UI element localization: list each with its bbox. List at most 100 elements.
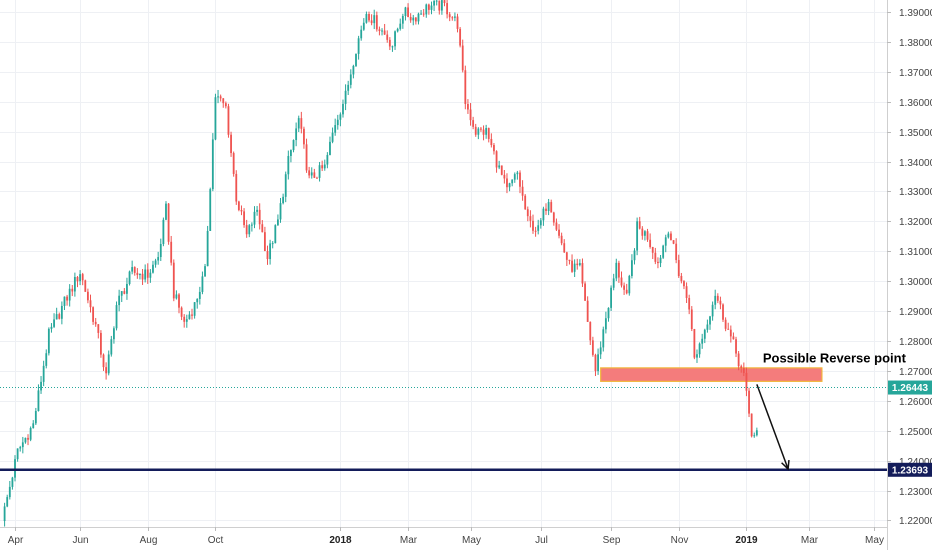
candle-body	[446, 3, 449, 15]
x-axis[interactable]: Apr Jun Aug Oct 2018 Mar May Jul Sep Nov 2019 Mar Ma…	[8, 527, 884, 546]
candle-body	[485, 128, 488, 135]
candle-body	[303, 128, 305, 145]
y-tick-label: 1.24000	[899, 457, 932, 468]
candle-body	[521, 186, 524, 196]
candle-body	[391, 46, 394, 48]
candle-body	[24, 437, 27, 443]
x-tick-label: Mar	[801, 535, 819, 546]
x-tick-label: Aug	[140, 535, 158, 546]
candle-body	[599, 347, 602, 355]
candle-body	[42, 365, 45, 382]
candle-body	[722, 304, 724, 320]
candle-body	[727, 328, 730, 330]
candle-body	[284, 174, 287, 197]
candle-body	[469, 109, 472, 121]
candle-body	[506, 178, 508, 188]
candle-body	[430, 5, 433, 10]
candle-body	[107, 354, 110, 374]
candle-body	[516, 172, 519, 175]
candle-body	[399, 23, 402, 29]
candle-body	[461, 45, 464, 71]
candle-body	[66, 296, 68, 301]
candle-body	[331, 132, 334, 142]
support-price-tag-bg	[888, 462, 932, 477]
candle-body	[175, 294, 178, 299]
candle-body	[571, 260, 573, 272]
candle-body	[732, 336, 735, 340]
candle-body	[81, 274, 84, 281]
x-tick-label: Jun	[72, 535, 88, 546]
candle-body	[714, 295, 717, 305]
candle-body	[100, 332, 102, 355]
candle-body	[706, 324, 709, 330]
candle-body	[53, 319, 55, 327]
candle-body	[344, 90, 347, 104]
candle-body	[360, 29, 363, 39]
x-tick-label: May	[865, 535, 884, 546]
candle-body	[584, 283, 586, 301]
candle-body	[297, 118, 300, 129]
candle-body	[667, 233, 670, 238]
candle-body	[92, 307, 95, 322]
candle-body	[670, 233, 672, 241]
candle-body	[542, 208, 545, 221]
candle-body	[573, 263, 576, 272]
candle-body	[735, 339, 737, 354]
candle-body	[677, 260, 680, 276]
candle-body	[282, 196, 285, 204]
candle-body	[19, 447, 22, 449]
y-tick-label: 1.34000	[899, 158, 932, 169]
candle-body	[495, 151, 498, 168]
candle-body	[690, 309, 693, 330]
candle-body	[45, 353, 48, 366]
candle-body	[568, 259, 571, 261]
candle-body	[532, 220, 534, 231]
down-arrow-line	[756, 384, 789, 470]
y-tick-label: 1.39000	[899, 8, 932, 19]
candle-body	[578, 263, 581, 266]
candle-body	[539, 220, 542, 226]
candle-body	[729, 329, 732, 337]
candle-body	[526, 209, 529, 217]
y-tick-label: 1.30000	[899, 277, 932, 288]
candle-body	[131, 267, 134, 272]
grid-lines	[0, 0, 887, 527]
candle-body	[373, 15, 376, 24]
candle-body	[467, 103, 469, 110]
candle-body	[420, 13, 422, 15]
candle-body	[602, 329, 605, 348]
candle-body	[448, 14, 451, 18]
candle-body	[503, 174, 506, 179]
candle-body	[545, 208, 547, 211]
y-axis[interactable]: 1.39000 1.38000 1.37000 1.36000 1.35000 1.340…	[887, 8, 932, 527]
candle-body	[487, 128, 490, 139]
candle-body	[636, 221, 639, 251]
candle-body	[84, 280, 87, 292]
candle-body	[565, 252, 568, 260]
candle-body	[349, 74, 352, 85]
candle-body	[209, 189, 212, 231]
candle-body	[547, 202, 550, 211]
candle-body	[240, 209, 243, 212]
candle-body	[86, 291, 89, 301]
candle-body	[672, 240, 675, 244]
candle-body	[755, 430, 758, 436]
candle-body	[180, 307, 183, 317]
candle-body	[427, 4, 430, 10]
candle-body	[128, 271, 131, 284]
candle-body	[211, 139, 214, 190]
candle-body	[649, 239, 652, 247]
candle-body	[115, 305, 118, 329]
candle-body	[230, 134, 232, 154]
x-tick-label: 2018	[329, 535, 352, 546]
candle-body	[581, 263, 584, 284]
candle-body	[261, 224, 264, 233]
candle-body	[126, 283, 128, 294]
candle-body	[133, 267, 136, 273]
candle-body	[136, 272, 139, 276]
candle-body	[243, 211, 245, 226]
candle-body	[204, 266, 206, 277]
candle-body	[34, 410, 37, 424]
candle-body	[352, 65, 355, 75]
